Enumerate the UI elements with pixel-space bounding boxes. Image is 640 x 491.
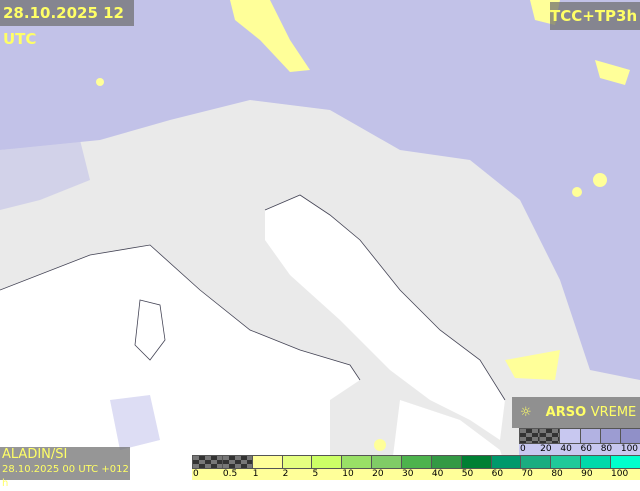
legend-swatch [520, 455, 551, 469]
legend-label: 100 [611, 469, 629, 479]
cloud-cover [0, 0, 640, 450]
legend-label: 40 [560, 444, 572, 454]
legend-label: 60 [580, 444, 592, 454]
legend-label: 100 [620, 444, 639, 454]
legend-label: 10 [342, 469, 354, 479]
legend-label: 30 [402, 469, 414, 479]
legend-label: 40 [431, 469, 444, 479]
weather-map[interactable] [0, 0, 640, 480]
legend-label: 70 [521, 469, 533, 479]
legend-swatch [559, 428, 580, 444]
precipitation-legend [192, 455, 640, 469]
legend-swatch [460, 455, 491, 469]
model-name: ALADIN/SI [2, 447, 68, 462]
legend-label: 80 [600, 444, 613, 454]
legend-swatch [371, 455, 402, 469]
logo-bold: ARSO [545, 405, 587, 420]
legend-swatch [539, 428, 560, 444]
logo-text: VREME [590, 405, 637, 420]
legend-swatch [341, 455, 372, 469]
legend-swatch [251, 455, 282, 469]
legend-label: 20 [372, 469, 384, 479]
legend-swatch [580, 455, 611, 469]
legend-label: 0 [193, 469, 199, 479]
legend-swatch [311, 455, 342, 469]
legend-label: 5 [312, 469, 319, 479]
cloud-cover-legend [519, 428, 640, 444]
coastlines [0, 194, 506, 401]
legend-swatch [430, 455, 461, 469]
legend-swatch [619, 428, 640, 444]
legend-swatch [221, 455, 252, 469]
legend-label: 50 [461, 469, 474, 479]
arso-logo[interactable]: ☼ ARSO VREME [512, 397, 640, 428]
model-info: ALADIN/SI 28.10.2025 00 UTC +012 h [0, 447, 130, 489]
cloud-legend-labels: 0 20 40 60 80 100 [519, 444, 640, 455]
legend-swatch [490, 455, 521, 469]
sun-cloud-icon: ☼ [520, 405, 532, 420]
legend-label: 0 [520, 444, 526, 454]
legend-swatch [579, 428, 600, 444]
forecast-datetime: 28.10.2025 12 UTC [0, 0, 134, 48]
legend-swatch [401, 455, 431, 469]
legend-label: 20 [540, 444, 552, 454]
legend-label: 60 [491, 469, 504, 479]
legend-swatch [192, 455, 222, 469]
legend-label: 2 [282, 469, 289, 479]
legend-swatch [610, 455, 640, 469]
model-run: 28.10.2025 00 UTC +012 h [2, 464, 129, 489]
legend-swatch [519, 428, 540, 444]
legend-label: 80 [551, 469, 563, 479]
product-name: TCC+TP3h [550, 2, 640, 30]
legend-label: 0.5 [222, 469, 238, 479]
legend-swatch [281, 455, 312, 469]
legend-swatch [550, 455, 581, 469]
precip-legend-labels: 0 0.5 1 2 5 10 20 30 40 50 60 70 80 90 100 [192, 469, 640, 480]
legend-swatch [599, 428, 620, 444]
legend-label: 1 [252, 469, 259, 479]
legend-label: 90 [581, 469, 593, 479]
